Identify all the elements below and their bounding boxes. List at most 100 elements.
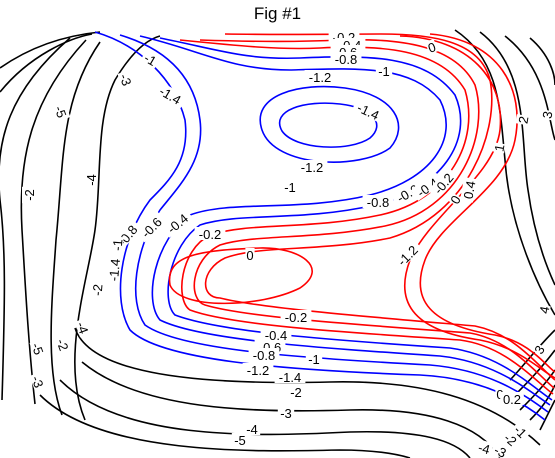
- contour-label-background: [474, 439, 494, 456]
- contour-label: -1.4: [106, 258, 123, 282]
- contour-line: [168, 247, 313, 305]
- contour-label-background: [89, 281, 104, 299]
- contour-line: [0, 33, 93, 93]
- contour-line: [419, 33, 555, 373]
- contour-label-background: [117, 69, 136, 90]
- contour-label: 3: [539, 110, 555, 120]
- contour-label-background: [29, 338, 48, 359]
- contour-label: -5: [28, 341, 46, 357]
- contour-line: [204, 33, 555, 381]
- contour-label-background: [536, 304, 551, 316]
- contour-label-background: [305, 352, 323, 365]
- contour-label-background: [391, 239, 423, 271]
- contour-label-background: [280, 310, 312, 323]
- contour-label: 0: [246, 248, 253, 263]
- contour-label: -5: [234, 433, 246, 448]
- contour-label: -2: [53, 337, 71, 353]
- contour-label-background: [260, 328, 292, 341]
- contour-label: 0: [496, 387, 503, 402]
- contour-label-background: [500, 392, 524, 405]
- contour-label-background: [84, 171, 97, 189]
- contour-line: [0, 31, 101, 69]
- contour-label: -2: [290, 385, 302, 400]
- contour-label: -0.2: [199, 227, 221, 242]
- contour-label-background: [52, 101, 71, 122]
- contour-label-background: [446, 192, 463, 207]
- contour-line: [59, 379, 471, 458]
- contour-label: 2: [515, 115, 531, 125]
- contour-label-background: [304, 70, 336, 83]
- contour-line: [94, 31, 546, 421]
- contour-label-background: [277, 406, 295, 419]
- contour-label-background: [495, 387, 505, 400]
- contour-label-background: [245, 248, 255, 261]
- contour-label-background: [515, 114, 530, 126]
- contour-line: [74, 327, 541, 446]
- contour-label: -1: [378, 64, 390, 79]
- contour-label-background: [135, 211, 167, 243]
- contour-line: [539, 399, 555, 431]
- contour-label-background: [248, 348, 280, 361]
- contour-label-background: [194, 227, 226, 240]
- contour-label: -1.2: [301, 160, 323, 175]
- contour-label-background: [54, 334, 73, 355]
- contour-label: -1.2: [247, 363, 269, 378]
- contour-label: -0.8: [367, 195, 389, 210]
- contour-label: 0.2: [503, 392, 521, 407]
- contour-label-background: [375, 64, 393, 77]
- contour-label-background: [287, 385, 305, 398]
- contour-line: [519, 369, 555, 411]
- contour-label-background: [281, 180, 299, 193]
- contour-label-background: [510, 420, 532, 442]
- contour-label: -1: [110, 239, 126, 252]
- contour-line: [119, 34, 549, 413]
- contour-label: -0.2: [285, 310, 307, 325]
- contour-label: -1: [141, 50, 159, 69]
- contour-label-background: [243, 422, 261, 435]
- contour-line: [50, 41, 101, 416]
- contour-line: [74, 35, 161, 421]
- contour-label-background: [161, 207, 194, 238]
- contour-label-background: [530, 342, 547, 357]
- contour-label-background: [242, 363, 274, 376]
- contour-label: -0.4: [265, 328, 287, 343]
- contour-label: 4: [536, 305, 552, 315]
- contour-label: -0.8: [253, 348, 275, 363]
- contour-label-background: [460, 176, 477, 203]
- contour-label: -1.4: [279, 370, 301, 385]
- contour-label: -3: [492, 442, 509, 458]
- contour-label: -0.8: [335, 52, 357, 67]
- contour-label-background: [390, 179, 424, 207]
- contour-label: -1.2: [309, 70, 331, 85]
- contour-label-background: [351, 98, 386, 124]
- contour-label: -4: [84, 174, 99, 186]
- contour-label: -3: [280, 406, 292, 421]
- contour-label-background: [296, 160, 328, 173]
- contour-lines-black: [0, 29, 555, 458]
- contour-line: [509, 329, 555, 381]
- contour-label: -1: [284, 180, 296, 195]
- contour-label-background: [154, 81, 188, 109]
- contour-label-background: [424, 38, 439, 55]
- contour-label-background: [362, 195, 394, 208]
- contour-line: [39, 394, 411, 458]
- contour-line: [193, 38, 555, 389]
- contour-line: [139, 35, 551, 406]
- contour-label-background: [427, 167, 458, 200]
- contour-label-background: [29, 371, 48, 392]
- contour-label: -2: [22, 189, 37, 201]
- contour-label-background: [140, 48, 162, 69]
- contour-label-background: [105, 253, 122, 286]
- chart-title: Fig #1: [253, 4, 302, 23]
- contour-label-background: [491, 142, 506, 154]
- contour-labels: -0.2-0.4-0.6-0.80-1-1.2-1-1.4-1.4-1.2-1-…: [22, 30, 555, 458]
- contour-line: [479, 31, 555, 286]
- contour-label: 0.4: [461, 180, 479, 200]
- contour-lines-red: [168, 33, 555, 395]
- contour-label-background: [22, 186, 35, 204]
- contour-label-background: [74, 317, 93, 338]
- contour-line: [0, 37, 71, 401]
- contour-label: 0: [426, 39, 438, 56]
